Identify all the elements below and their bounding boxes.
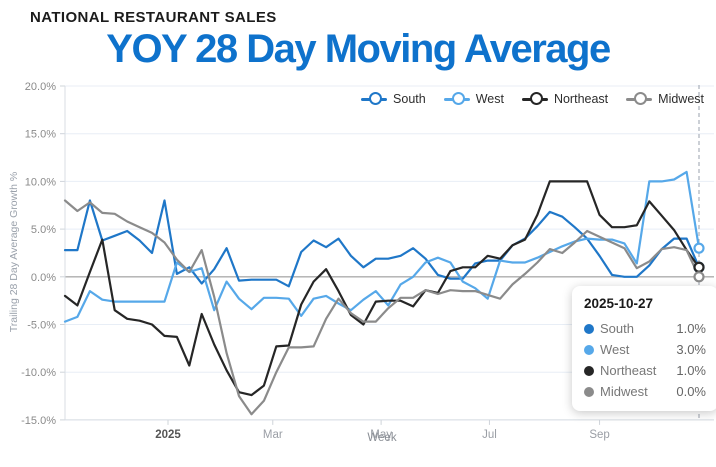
tooltip-row-south: South 1.0% [584, 318, 706, 339]
x-tick-label: Jul [482, 429, 497, 441]
tooltip-date: 2025-10-27 [584, 296, 654, 311]
y-axis-title: Trailing 28 Day Average Growth % [8, 171, 20, 333]
legend-item-west[interactable]: West [443, 92, 504, 106]
y-tick-label: 10.0% [25, 176, 56, 188]
x-tick-label: Sep [589, 429, 609, 441]
x-tick-label: May [370, 429, 392, 441]
y-tick-label: -10.0% [21, 367, 56, 379]
hover-marker-midwest [693, 271, 705, 283]
hover-tooltip: 2025-10-27 South 1.0% West 3.0% Northeast 1.0… [572, 286, 716, 411]
legend-label: Northeast [553, 92, 609, 106]
series-line-west[interactable] [63, 170, 701, 323]
legend-line-circle-icon [626, 92, 653, 105]
tooltip-series-name: Northeast [600, 363, 657, 378]
y-tick-label: -5.0% [27, 320, 56, 332]
tooltip-row-west: West 3.0% [584, 339, 706, 360]
y-tick-label: 15.0% [25, 129, 56, 141]
chart-legend: South West Northeast Midwest [361, 92, 704, 106]
series-dot-icon [584, 344, 594, 355]
legend-line-circle-icon [443, 92, 470, 105]
legend-label: South [393, 92, 426, 106]
y-tick-label: 20.0% [25, 81, 56, 93]
legend-item-south[interactable]: South [361, 92, 426, 106]
legend-line-circle-icon [361, 92, 388, 105]
series-line-south[interactable] [63, 199, 701, 288]
tooltip-series-value: 0.0% [676, 384, 706, 399]
tooltip-series-value: 3.0% [676, 342, 706, 357]
legend-line-circle-icon [521, 92, 548, 105]
legend-item-midwest[interactable]: Midwest [626, 92, 704, 106]
series-dot-icon [584, 386, 594, 397]
tooltip-series-name: West [600, 342, 630, 357]
series-line-northeast[interactable] [63, 180, 701, 397]
hover-marker-northeast [693, 261, 705, 273]
tooltip-series-value: 1.0% [676, 363, 706, 378]
x-tick-label: 2025 [155, 429, 181, 441]
y-tick-label: 5.0% [31, 224, 56, 236]
legend-label: West [475, 92, 504, 106]
tooltip-row-midwest: Midwest 0.0% [584, 381, 706, 402]
chart-container: 20.0% 15.0% 10.0% 5.0% 0.0% -5.0% -10.0% -15.0%… [0, 80, 716, 462]
series-line-midwest[interactable] [63, 199, 701, 416]
tooltip-series-name: South [600, 321, 634, 336]
page-title: YOY 28 Day Moving Average [106, 27, 611, 71]
y-tick-label: 0.0% [31, 272, 56, 284]
hover-marker-west [693, 242, 705, 254]
x-tick-label: Mar [263, 429, 283, 441]
legend-item-northeast[interactable]: Northeast [521, 92, 609, 106]
legend-label: Midwest [658, 92, 704, 106]
tooltip-series-value: 1.0% [676, 321, 706, 336]
x-axis-title: Week [367, 432, 397, 444]
series-dot-icon [584, 365, 594, 376]
y-tick-label: -15.0% [21, 415, 56, 427]
report-kicker: NATIONAL RESTAURANT SALES [30, 9, 277, 26]
series-dot-icon [584, 323, 594, 334]
tooltip-row-northeast: Northeast 1.0% [584, 360, 706, 381]
tooltip-series-name: Midwest [600, 384, 648, 399]
